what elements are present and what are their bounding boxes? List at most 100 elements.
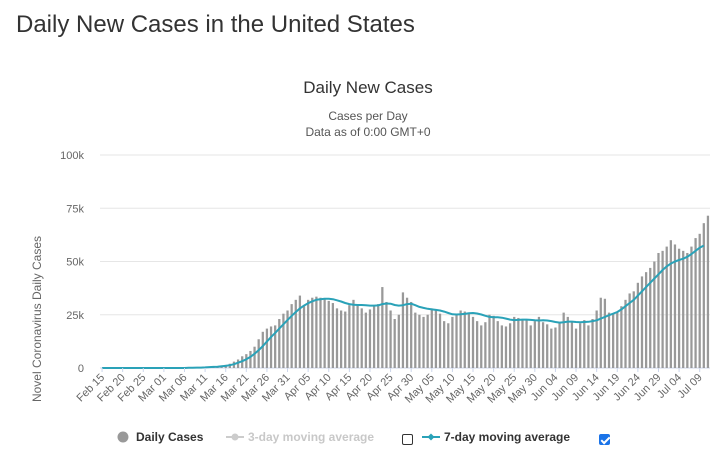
bar[interactable] [307, 299, 310, 368]
seven-day-average-checkbox[interactable] [599, 434, 610, 445]
bar[interactable] [583, 320, 586, 368]
bar[interactable] [558, 323, 561, 368]
bar[interactable] [430, 308, 433, 368]
bar[interactable] [591, 319, 594, 368]
bar[interactable] [410, 301, 413, 368]
bar[interactable] [331, 303, 335, 368]
bar[interactable] [686, 252, 689, 368]
bar[interactable] [389, 310, 392, 368]
bar[interactable] [269, 326, 273, 368]
bar[interactable] [570, 321, 574, 368]
bar[interactable] [644, 272, 648, 368]
bar[interactable] [492, 315, 495, 368]
bar[interactable] [562, 312, 565, 368]
bar[interactable] [475, 321, 479, 368]
bar[interactable] [533, 321, 536, 368]
bar[interactable] [508, 323, 512, 368]
bar[interactable] [352, 299, 355, 368]
bar[interactable] [274, 325, 277, 368]
bar[interactable] [496, 321, 499, 368]
bar[interactable] [616, 311, 619, 368]
bar[interactable] [463, 311, 466, 368]
bar[interactable] [319, 297, 322, 368]
bar[interactable] [690, 246, 693, 368]
bar[interactable] [278, 319, 281, 368]
bar[interactable] [624, 299, 627, 368]
bar[interactable] [467, 312, 471, 368]
bar[interactable] [302, 306, 306, 368]
bar[interactable] [500, 325, 503, 368]
bar[interactable] [566, 316, 569, 368]
bar[interactable] [265, 328, 269, 368]
legend-daily-cases[interactable]: Daily Cases [116, 430, 203, 444]
bar[interactable] [484, 322, 487, 368]
bar[interactable] [451, 316, 454, 368]
bar[interactable] [294, 299, 297, 368]
bar[interactable] [339, 310, 343, 368]
bar[interactable] [550, 328, 553, 368]
bar[interactable] [480, 325, 483, 368]
bar[interactable] [459, 310, 462, 368]
bar[interactable] [698, 233, 701, 368]
bar[interactable] [632, 291, 635, 368]
bar[interactable] [434, 310, 438, 368]
bar[interactable] [649, 267, 652, 368]
bar[interactable] [422, 316, 425, 368]
bar[interactable] [418, 314, 421, 368]
bar[interactable] [348, 305, 351, 368]
bar[interactable] [249, 350, 252, 368]
bar[interactable] [327, 300, 330, 368]
bar[interactable] [282, 313, 285, 368]
bar[interactable] [335, 308, 339, 368]
bar[interactable] [397, 314, 400, 368]
bar[interactable] [315, 296, 318, 368]
bar[interactable] [574, 328, 578, 368]
bar[interactable] [612, 313, 615, 368]
bar[interactable] [426, 314, 429, 368]
bar[interactable] [525, 320, 528, 368]
bar[interactable] [455, 313, 458, 368]
bar[interactable] [673, 244, 677, 368]
bar[interactable] [290, 304, 293, 368]
bar[interactable] [414, 312, 417, 368]
bar[interactable] [405, 297, 409, 368]
bar[interactable] [513, 316, 516, 368]
bar[interactable] [521, 319, 524, 368]
bar[interactable] [471, 316, 475, 368]
bar[interactable] [537, 316, 541, 368]
bar[interactable] [529, 325, 532, 368]
bar[interactable] [311, 297, 314, 368]
bar[interactable] [298, 295, 302, 368]
bar[interactable] [665, 246, 668, 368]
bar[interactable] [682, 250, 685, 368]
three-day-average-checkbox[interactable] [402, 434, 413, 445]
bar[interactable] [653, 261, 656, 369]
bar[interactable] [356, 304, 359, 368]
bar[interactable] [706, 215, 710, 368]
bar[interactable] [546, 324, 549, 368]
bar[interactable] [344, 311, 347, 368]
bar[interactable] [381, 287, 384, 368]
checkbox-unchecked-icon[interactable] [402, 434, 413, 445]
bar[interactable] [599, 297, 602, 368]
bar[interactable] [368, 309, 372, 368]
bar[interactable] [554, 327, 557, 368]
bar[interactable] [245, 354, 248, 368]
bar[interactable] [323, 298, 326, 368]
bar[interactable] [669, 240, 672, 368]
bar[interactable] [603, 298, 607, 368]
bar[interactable] [677, 248, 681, 368]
bar[interactable] [377, 304, 380, 368]
bar[interactable] [385, 301, 388, 368]
bar[interactable] [636, 282, 640, 368]
bar[interactable] [504, 326, 508, 368]
bar[interactable] [257, 339, 260, 368]
seven-day-average-series-line[interactable] [102, 244, 705, 369]
bar[interactable] [694, 238, 697, 368]
bar[interactable] [517, 317, 520, 368]
bar[interactable] [488, 314, 491, 368]
bar[interactable] [447, 323, 450, 368]
bar[interactable] [286, 310, 289, 368]
bar[interactable] [393, 319, 396, 368]
bar[interactable] [640, 276, 644, 368]
